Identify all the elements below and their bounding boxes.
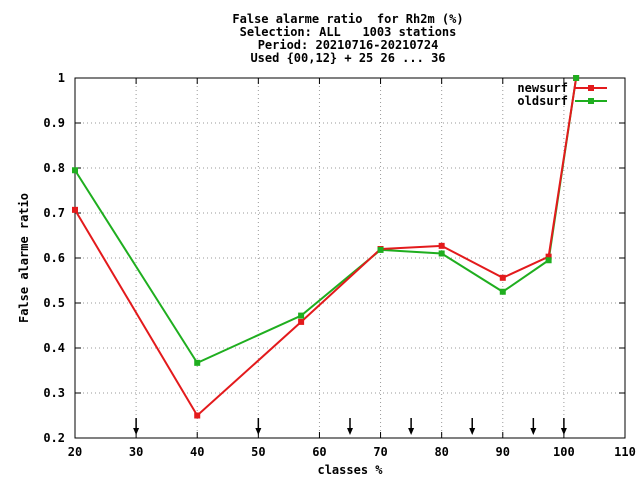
y-tick-label: 0.6 — [43, 251, 65, 265]
x-tick-labels: 20 30 40 50 60 70 80 90 100 110 — [68, 445, 636, 459]
chart-title: False alarme ratio for Rh2m (%)Selection… — [232, 12, 463, 65]
x-tick-label: 40 — [190, 445, 204, 459]
title-line: Used {00,12} + 25 26 ... 36 — [250, 51, 445, 65]
x-tick-label: 70 — [373, 445, 387, 459]
data-point-newsurf — [72, 206, 78, 213]
arrow-head — [469, 428, 476, 435]
data-point-oldsurf — [499, 288, 506, 295]
y-tick-label: 0.5 — [43, 296, 65, 310]
x-tick-label: 90 — [496, 445, 510, 459]
class-arrow-markers — [133, 418, 567, 435]
arrow-head — [347, 428, 353, 435]
series-line-oldsurf — [74, 77, 578, 365]
legend-marker-newsurf — [588, 85, 594, 91]
data-point-oldsurf — [377, 246, 384, 253]
grid-lines — [75, 78, 625, 438]
data-point-newsurf — [499, 274, 506, 281]
title-line: Selection: ALL 1003 stations — [240, 25, 457, 39]
data-point-oldsurf — [194, 359, 201, 366]
y-tick-labels: 0.2 0.3 0.4 0.5 0.6 0.7 0.8 0.9 1 — [43, 71, 65, 445]
data-point-newsurf — [545, 253, 552, 260]
down-arrow-icon — [530, 418, 537, 435]
y-tick-label: 0.4 — [43, 341, 65, 355]
data-point-oldsurf — [72, 167, 78, 174]
title-line: False alarme ratio for Rh2m (%) — [232, 12, 463, 26]
plot-frame — [74, 77, 626, 439]
y-tick-label: 0.2 — [43, 431, 65, 445]
series-lines — [72, 75, 580, 419]
x-tick-label: 20 — [68, 445, 82, 459]
x-tick-label: 100 — [553, 445, 575, 459]
down-arrow-icon — [408, 418, 415, 435]
title-line: Period: 20210716-20210724 — [258, 38, 439, 52]
y-tick-label: 0.7 — [43, 206, 65, 220]
legend-marker-oldsurf — [588, 98, 594, 104]
x-axis-label: classes % — [317, 463, 383, 477]
y-tick-label: 0.3 — [43, 386, 65, 400]
x-tick-label: 50 — [251, 445, 265, 459]
legend-label-oldsurf: oldsurf — [517, 94, 568, 108]
y-tick-label: 0.8 — [43, 161, 65, 175]
data-point-oldsurf — [298, 312, 305, 319]
x-tick-label: 30 — [129, 445, 143, 459]
arrow-head — [255, 428, 262, 435]
arrow-head — [530, 428, 537, 435]
y-axis-label: False alarme ratio — [17, 193, 31, 323]
series-line-newsurf — [74, 77, 578, 418]
data-point-newsurf — [438, 242, 445, 249]
data-point-oldsurf — [438, 250, 445, 257]
down-arrow-icon — [133, 418, 140, 435]
down-arrow-icon — [560, 418, 567, 435]
legend-label-newsurf: newsurf — [517, 81, 568, 95]
data-point-oldsurf — [573, 75, 580, 81]
down-arrow-icon — [255, 418, 262, 435]
arrow-head — [560, 428, 567, 435]
y-tick-label: 0.9 — [43, 116, 65, 130]
data-point-oldsurf — [545, 257, 552, 264]
data-point-newsurf — [298, 318, 305, 325]
data-point-newsurf — [194, 412, 201, 419]
axis-ticks — [74, 77, 626, 439]
x-tick-label: 60 — [312, 445, 326, 459]
arrow-head — [408, 428, 415, 435]
y-tick-label: 1 — [58, 71, 65, 85]
x-tick-label: 110 — [614, 445, 636, 459]
down-arrow-icon — [347, 418, 353, 435]
x-tick-label: 80 — [434, 445, 448, 459]
arrow-head — [133, 428, 140, 435]
down-arrow-icon — [469, 418, 476, 435]
